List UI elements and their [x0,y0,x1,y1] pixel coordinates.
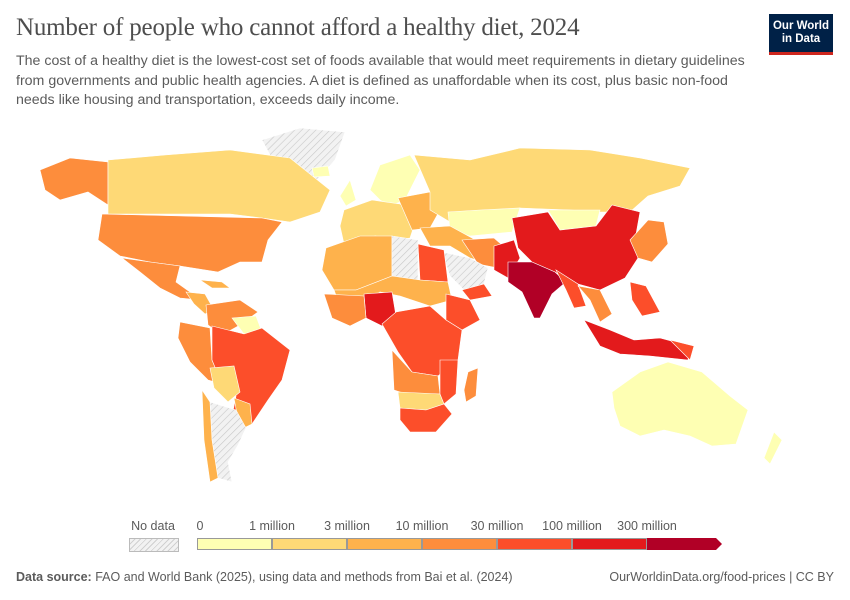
legend-bin[interactable] [197,538,272,550]
source-text: FAO and World Bank (2025), using data an… [95,570,513,584]
country-alaska[interactable] [39,157,109,206]
logo-line-2: in Data [781,33,821,45]
country-egypt[interactable] [417,243,449,283]
country-usa[interactable] [97,213,283,273]
country-se-asia[interactable] [577,285,613,323]
legend-threshold-label: 100 million [542,519,602,533]
legend-threshold-label: 30 million [470,519,524,533]
country-central-africa[interactable] [381,305,463,377]
legend-bin[interactable] [497,538,572,550]
legend-no-data-label: No data [131,519,175,533]
country-new-zealand[interactable] [763,431,783,465]
country-indonesia[interactable] [583,319,691,361]
country-chile[interactable] [201,388,219,483]
country-canada[interactable] [107,149,331,223]
country-libya[interactable] [391,235,419,281]
source-label: Data source: [16,570,92,584]
legend-bin[interactable] [347,538,422,550]
legend-threshold-label: 0 [196,519,204,533]
legend-bin[interactable] [272,538,347,550]
owid-logo[interactable]: Our World in Data [769,14,833,55]
country-cuba[interactable] [199,279,231,289]
country-bolivia[interactable] [209,365,241,403]
country-bangladesh-myanmar[interactable] [555,269,587,309]
country-uk-ireland[interactable] [339,179,357,207]
legend-bin[interactable] [572,538,647,550]
footer-source: Data source: FAO and World Bank (2025), … [16,570,513,584]
legend-bin[interactable] [647,538,722,550]
legend-threshold-label: 300 million [617,519,677,533]
legend-no-data-swatch[interactable] [129,538,179,552]
color-legend: No data 0 1 million 3 million 10 million 30 … [0,515,850,555]
country-png[interactable] [669,339,695,361]
country-yemen[interactable] [461,283,493,301]
country-australia[interactable] [611,361,749,447]
chart-title: Number of people who cannot afford a hea… [16,14,580,41]
country-eastern-europe[interactable] [397,191,441,231]
country-scandinavia[interactable] [369,154,421,207]
country-iceland[interactable] [311,165,331,178]
country-west-africa[interactable] [323,293,367,327]
country-japan-korea[interactable] [629,219,669,263]
legend-threshold-label: 1 million [249,519,295,533]
chart-subtitle: The cost of a healthy diet is the lowest… [16,53,745,108]
legend-threshold-label: 10 million [395,519,449,533]
legend-bin[interactable] [422,538,497,550]
world-map[interactable] [0,120,850,510]
logo-line-1: Our World [772,20,829,32]
country-india[interactable] [507,261,567,319]
footer-url-license[interactable]: OurWorldinData.org/food-prices | CC BY [609,570,834,584]
country-mozambique[interactable] [439,359,459,405]
country-ethiopia[interactable] [445,293,481,331]
country-philippines[interactable] [629,281,661,317]
legend-threshold-label: 3 million [324,519,370,533]
country-south-africa[interactable] [399,403,453,433]
country-madagascar[interactable] [463,367,479,403]
